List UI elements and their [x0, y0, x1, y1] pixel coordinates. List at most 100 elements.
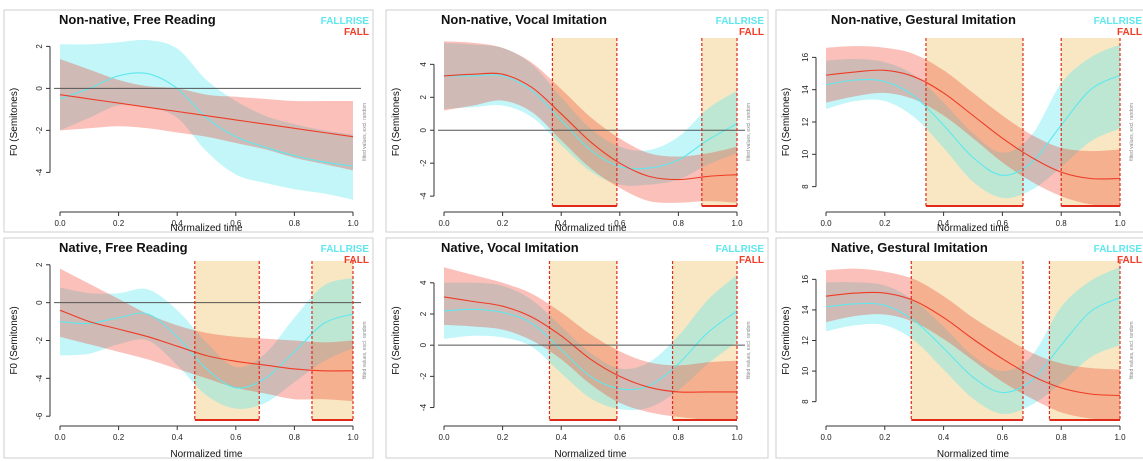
x-tick-label: 0.2	[497, 219, 509, 228]
x-tick-label: 0.8	[289, 219, 301, 228]
plot-area	[59, 39, 354, 200]
x-tick-label: 1.0	[1114, 433, 1126, 442]
side-note: fitted values, excl. random	[1129, 321, 1135, 379]
x-tick-label: 0.0	[54, 433, 66, 442]
plot-area	[825, 44, 1121, 206]
fallrise-mean-line	[59, 72, 354, 167]
axes: 0.0 0.2 0.4 0.6 0.8 1.0 2 0 -2 -4 -6	[35, 262, 359, 442]
x-tick-label: 1.0	[1114, 219, 1126, 228]
y-tick-label: 4	[419, 280, 428, 285]
y-tick-label: 8	[801, 399, 810, 404]
y-tick-label: 2	[35, 262, 44, 267]
y-tick-label: -2	[419, 372, 428, 380]
significance-region	[194, 261, 260, 420]
chart-panel: 0.0 0.2 0.4 0.6 0.8 1.0 16 14 12 10 8 Normalized ti…	[775, 237, 1143, 460]
y-tick-label: 2	[419, 311, 428, 316]
x-tick-label: 0.8	[1056, 433, 1068, 442]
axes: 0.0 0.2 0.4 0.6 0.8 1.0 16 14 12 10 8	[801, 274, 1126, 442]
significance-region	[925, 38, 1023, 206]
fallrise-mean-line	[825, 74, 1121, 176]
y-tick-label: 0	[419, 127, 428, 132]
y-tick-label: -2	[419, 159, 428, 167]
legend-fallrise: FALLRISE	[1094, 16, 1143, 27]
y-tick-label: 16	[801, 52, 810, 61]
x-tick-label: 1.0	[731, 219, 743, 228]
fall-mean-line	[443, 296, 737, 393]
fall-confidence-band	[60, 268, 353, 402]
fall-mean-line	[59, 309, 354, 372]
x-tick-label: 0.8	[1056, 219, 1068, 228]
y-tick-label: -6	[35, 412, 44, 420]
side-note: fitted values, excl. random	[746, 321, 752, 379]
fall-mean-line	[443, 72, 738, 181]
x-axis-label: Normalized time	[554, 449, 627, 460]
chart-panel: 0.0 0.2 0.4 0.6 0.8 1.0 2 0 -2 -4 Normalized time F…	[3, 9, 374, 234]
y-tick-label: 12	[801, 336, 810, 345]
x-tick-label: 0.0	[820, 433, 832, 442]
significance-region	[701, 38, 737, 206]
axes: 0.0 0.2 0.4 0.6 0.8 1.0 4 2 0 -2 -4	[419, 280, 743, 442]
y-axis-label: F0 (Semitones)	[391, 88, 402, 156]
x-tick-label: 0.0	[438, 433, 450, 442]
chart-panel: 0.0 0.2 0.4 0.6 0.8 1.0 16 14 12 10 8 Normalized ti…	[775, 9, 1143, 234]
fall-mean-line	[825, 69, 1121, 180]
y-tick-label: 2	[419, 95, 428, 100]
legend-fallrise: FALLRISE	[321, 16, 370, 27]
x-tick-label: 0.6	[997, 433, 1009, 442]
y-tick-label: 12	[801, 117, 810, 126]
x-tick-label: 0.2	[497, 433, 509, 442]
y-tick-label: 14	[801, 85, 810, 94]
y-axis-label: F0 (Semitones)	[781, 88, 792, 156]
x-tick-label: 0.8	[673, 219, 685, 228]
chart-panel: 0.0 0.2 0.4 0.6 0.8 1.0 4 2 0 -2 -4 Normalized time…	[385, 237, 769, 460]
y-tick-label: -4	[419, 192, 428, 200]
x-tick-label: 0.0	[820, 219, 832, 228]
x-tick-label: 0.4	[938, 433, 950, 442]
y-tick-label: 4	[419, 62, 428, 67]
fall-confidence-band	[60, 59, 353, 171]
legend-fallrise: FALLRISE	[716, 244, 765, 255]
x-tick-label: 0.8	[673, 433, 685, 442]
legend-fall: FALL	[344, 255, 369, 266]
legend-fallrise: FALLRISE	[1094, 244, 1143, 255]
chart-title: Native, Gestural Imitation	[831, 240, 988, 255]
y-axis-label: F0 (Semitones)	[9, 306, 20, 374]
plot-area	[59, 268, 354, 409]
x-tick-label: 0.2	[113, 433, 125, 442]
side-note: fitted values, excl. random	[362, 103, 368, 161]
y-tick-label: -2	[35, 336, 44, 344]
x-tick-label: 0.4	[938, 219, 950, 228]
chart-title: Native, Vocal Imitation	[441, 240, 579, 255]
legend-fallrise: FALLRISE	[716, 16, 765, 27]
x-tick-label: 0.2	[879, 433, 891, 442]
y-tick-label: -4	[419, 403, 428, 411]
y-tick-label: 10	[801, 149, 810, 158]
significance-region	[672, 261, 737, 420]
x-tick-label: 0.0	[54, 219, 66, 228]
fallrise-confidence-band	[60, 39, 353, 200]
axes: 0.0 0.2 0.4 0.6 0.8 1.0 16 14 12 10 8	[801, 52, 1126, 228]
chart-title: Non-native, Gestural Imitation	[831, 12, 1016, 27]
x-tick-label: 0.4	[556, 219, 568, 228]
y-axis-label: F0 (Semitones)	[9, 88, 20, 156]
legend-fall: FALL	[1117, 27, 1142, 38]
significance-region	[911, 261, 1023, 420]
x-axis-label: Normalized time	[554, 223, 627, 234]
x-tick-label: 0.4	[172, 433, 184, 442]
side-note: fitted values, excl. random	[1129, 103, 1135, 161]
fallrise-mean-line	[443, 308, 738, 391]
x-tick-label: 1.0	[347, 433, 359, 442]
x-axis-label: Normalized time	[937, 223, 1010, 234]
y-tick-label: 0	[35, 300, 44, 305]
chart-title: Non-native, Free Reading	[59, 12, 216, 27]
x-tick-label: 0.6	[614, 219, 626, 228]
x-tick-label: 0.8	[289, 433, 301, 442]
fallrise-confidence-band	[60, 278, 353, 409]
legend-fall: FALL	[739, 27, 764, 38]
y-tick-label: 14	[801, 305, 810, 314]
y-tick-label: 2	[35, 44, 44, 49]
fallrise-mean-line	[444, 74, 738, 170]
x-axis-label: Normalized time	[937, 449, 1010, 460]
y-tick-label: 0	[35, 86, 44, 91]
